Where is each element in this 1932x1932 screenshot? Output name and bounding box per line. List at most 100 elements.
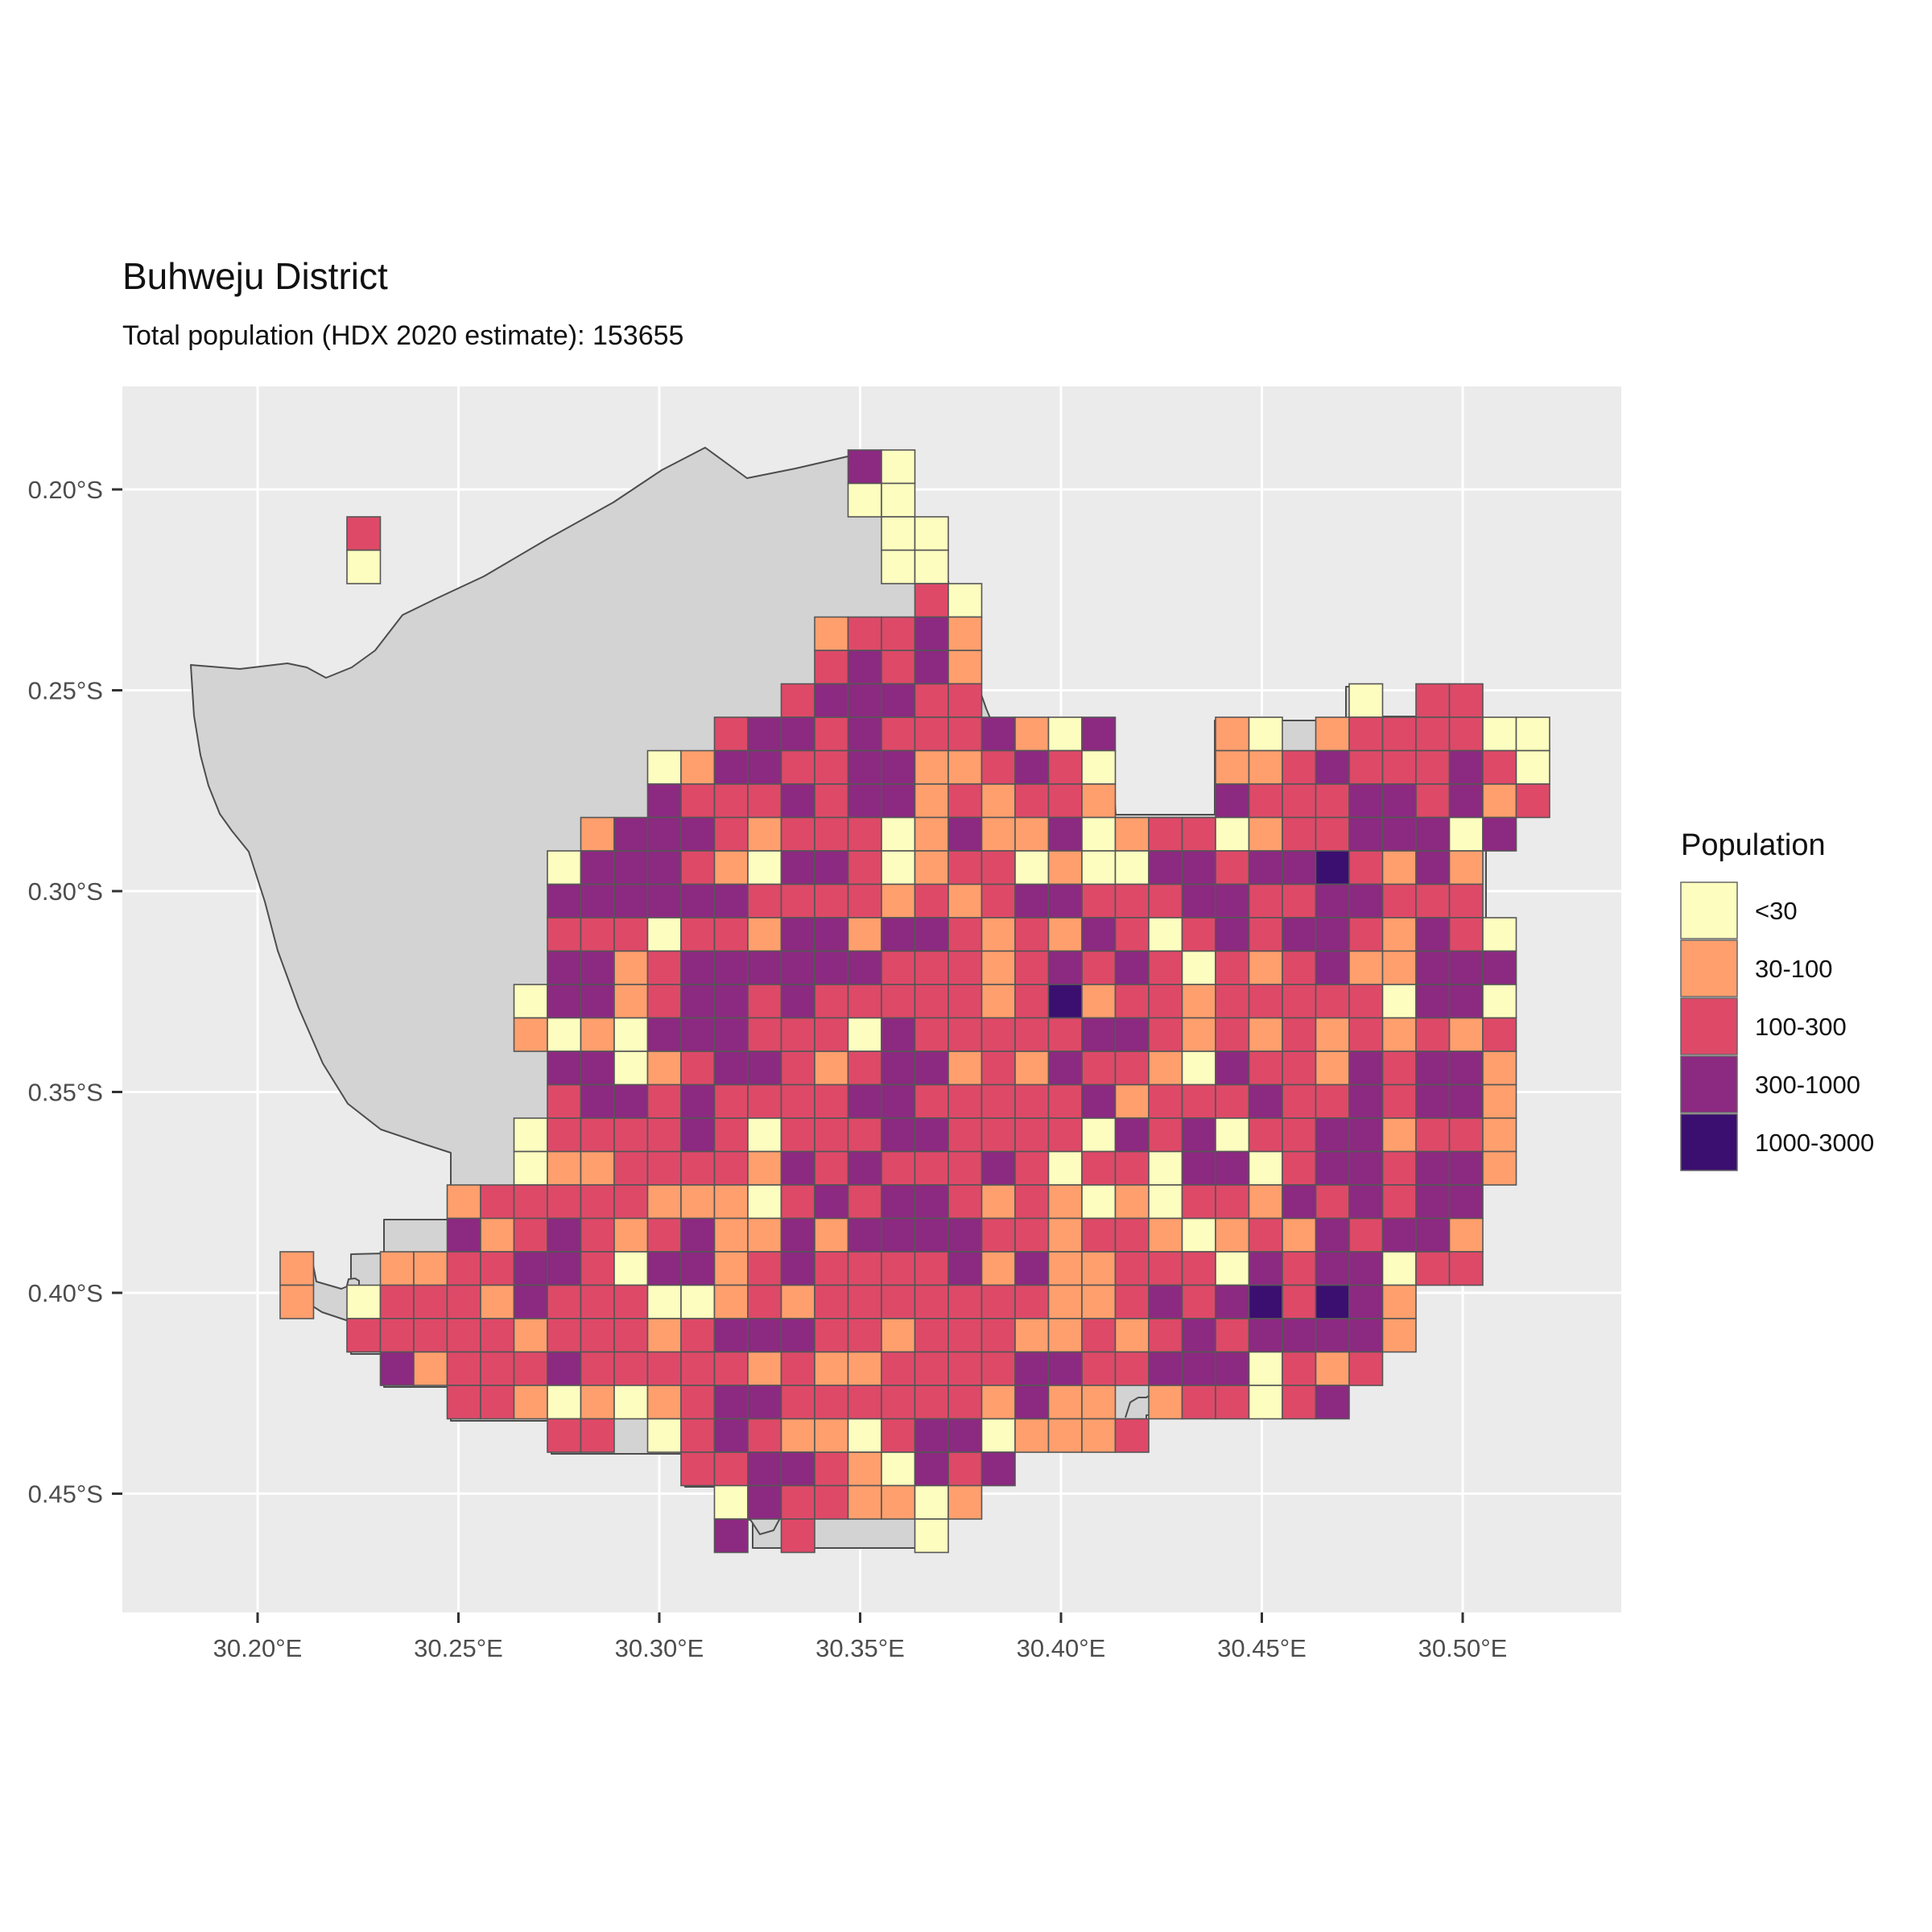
population-cell — [1482, 1017, 1517, 1052]
population-cell — [646, 1051, 682, 1086]
population-cell — [914, 1351, 949, 1386]
population-cell — [1448, 783, 1484, 819]
population-cell — [713, 749, 749, 785]
population-cell — [646, 1351, 682, 1386]
population-cell — [1348, 1117, 1384, 1153]
population-cell — [1181, 1017, 1216, 1052]
population-cell — [379, 1318, 415, 1353]
population-cell — [847, 883, 882, 919]
population-cell — [646, 1284, 682, 1319]
population-cell — [613, 1184, 649, 1220]
population-cell — [747, 1217, 782, 1253]
population-cell — [1415, 883, 1451, 919]
population-cell — [1482, 783, 1517, 819]
population-cell — [1448, 1017, 1484, 1052]
population-cell — [881, 1051, 916, 1086]
population-cell — [881, 1418, 916, 1453]
population-cell — [914, 1251, 949, 1286]
population-cell — [1215, 1251, 1250, 1286]
population-cell — [580, 1351, 615, 1386]
population-cell — [480, 1318, 515, 1353]
population-cell — [680, 1150, 716, 1186]
population-cell — [1047, 716, 1083, 752]
population-cell — [881, 950, 916, 985]
population-cell — [747, 1184, 782, 1220]
population-cell — [847, 1318, 882, 1353]
population-cell — [646, 883, 682, 919]
population-cell — [881, 816, 916, 852]
population-cell — [881, 984, 916, 1019]
population-cell — [747, 1351, 782, 1386]
population-cell — [1348, 1284, 1384, 1319]
population-cell — [1114, 1051, 1150, 1086]
population-cell — [881, 616, 916, 651]
x-axis-tick-label: 30.40°E — [1017, 1634, 1106, 1662]
population-cell — [1248, 1017, 1283, 1052]
population-cell — [613, 1284, 649, 1319]
population-cell — [847, 1385, 882, 1420]
population-cell — [1181, 1184, 1216, 1220]
population-cell — [980, 1451, 1016, 1487]
population-cell — [847, 1084, 882, 1119]
population-cell — [947, 1451, 983, 1487]
population-cell — [847, 683, 882, 718]
population-cell — [513, 1217, 548, 1253]
population-cell — [1047, 1017, 1083, 1052]
population-cell — [847, 1217, 882, 1253]
population-cell — [580, 1385, 615, 1420]
population-cell — [1415, 950, 1451, 985]
population-cell — [881, 1451, 916, 1487]
population-cell — [1248, 716, 1283, 752]
population-cell — [513, 1184, 548, 1220]
population-cell — [547, 1084, 582, 1119]
population-cell — [1081, 1117, 1117, 1153]
population-cell — [480, 1385, 515, 1420]
population-cell — [1047, 1051, 1083, 1086]
population-cell — [1081, 1017, 1117, 1052]
population-cell — [1482, 749, 1517, 785]
population-cell — [1114, 1418, 1150, 1453]
population-cell — [1215, 883, 1250, 919]
population-cell — [446, 1318, 481, 1353]
population-cell — [1282, 984, 1317, 1019]
population-cell — [1381, 716, 1417, 752]
population-cell — [814, 1117, 849, 1153]
population-cell — [1282, 749, 1317, 785]
population-cell — [780, 950, 815, 985]
population-cell — [613, 850, 649, 886]
population-cell — [847, 1451, 882, 1487]
population-cell — [713, 1418, 749, 1453]
population-cell — [713, 1451, 749, 1487]
population-cell — [1181, 1351, 1216, 1386]
population-cell — [847, 616, 882, 651]
population-cell — [580, 883, 615, 919]
population-cell — [1482, 816, 1517, 852]
population-cell — [1081, 783, 1117, 819]
population-cell — [814, 1084, 849, 1119]
population-cell — [914, 516, 949, 551]
population-cell — [947, 616, 983, 651]
population-cell — [1081, 816, 1117, 852]
population-cell — [1081, 883, 1117, 919]
population-cell — [947, 1251, 983, 1286]
population-cell — [1315, 1117, 1350, 1153]
population-cell — [1047, 950, 1083, 985]
population-cell — [847, 716, 882, 752]
population-cell — [847, 816, 882, 852]
population-cell — [914, 616, 949, 651]
population-cell — [580, 1084, 615, 1119]
population-cell — [513, 1150, 548, 1186]
population-cell — [780, 1484, 815, 1520]
population-cell — [980, 1017, 1016, 1052]
population-cell — [847, 449, 882, 485]
population-cell — [914, 1017, 949, 1052]
population-cell — [1047, 984, 1083, 1019]
population-cell — [914, 984, 949, 1019]
population-cell — [1381, 783, 1417, 819]
population-cell — [713, 1084, 749, 1119]
population-cell — [980, 1084, 1016, 1119]
population-cell — [1148, 816, 1183, 852]
population-cell — [780, 1117, 815, 1153]
population-cell — [1282, 1251, 1317, 1286]
